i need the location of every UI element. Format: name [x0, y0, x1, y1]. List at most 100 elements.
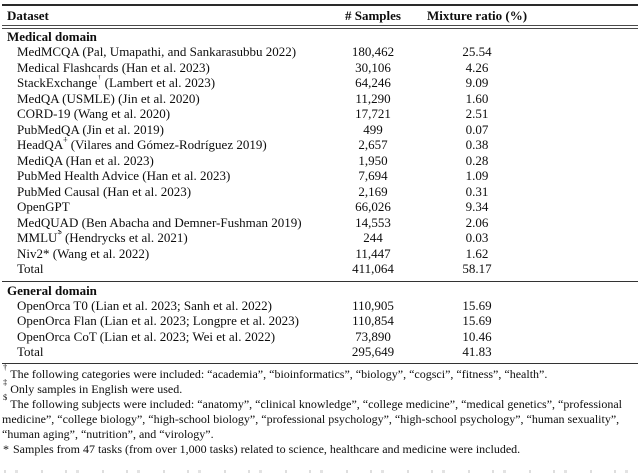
dataset-name: MedQA (USMLE) (Jin et al. 2020): [17, 90, 200, 106]
table-row: HeadQA‡ (Vilares and Gómez-Rodríguez 201…: [0, 137, 640, 154]
sample-count: 411,064: [352, 261, 394, 277]
sample-count: 73,890: [355, 328, 391, 344]
sample-count: 180,462: [351, 44, 395, 60]
dataset-name: StackExchange† (Lambert et al. 2023): [0, 75, 328, 91]
dataset-name: Total: [17, 344, 44, 360]
dataset-name: MedQUAD (Ben Abacha and Demner-Fushman 2…: [17, 214, 302, 230]
table-row: MedQUAD (Ben Abacha and Demner-Fushman 2…: [0, 215, 640, 231]
footnote-text: Only samples in English were used.: [10, 382, 183, 397]
table-row: MediQA (Han et al. 2023) 1,950 0.28: [0, 153, 640, 169]
table-row: Niv2* (Wang et al. 2022) 11,447 1.62: [0, 246, 640, 262]
table-header-row: Dataset # Samples Mixture ratio (%): [0, 6, 640, 25]
footnote-dollar: $The following subjects were included: “…: [2, 392, 638, 442]
section-divider-rule: [2, 281, 638, 283]
footnote-asterisk: * Samples from 47 tasks (from over 1,000 …: [2, 442, 638, 457]
sample-count: 66,026: [355, 199, 391, 215]
footnote-marker: $: [57, 230, 62, 236]
dataset-name: Total: [17, 261, 44, 277]
table-row: CORD-19 (Wang et al. 2020) 17,721 2.51: [0, 106, 640, 123]
dataset-name: MMLU$ (Hendrycks et al. 2021): [0, 230, 328, 246]
mixture-ratio: 58.17: [462, 261, 492, 277]
section-header-medical: Medical domain: [0, 29, 640, 45]
sample-count: 110,854: [352, 313, 394, 329]
dataset-name: HeadQA‡ (Vilares and Gómez-Rodríguez 201…: [0, 137, 328, 153]
dagger-marker: †: [3, 361, 8, 372]
clipped-caption-line: [4, 470, 630, 473]
column-header-dataset: Dataset: [7, 7, 49, 23]
dollar-marker: $: [3, 391, 8, 402]
sample-count: 11,447: [355, 245, 391, 261]
mixture-ratio: 0.38: [465, 137, 489, 153]
dataset-name: PubMedQA (Jin et al. 2019): [17, 121, 164, 137]
sample-count: 17,721: [355, 106, 391, 122]
footnote-marker: ‡: [63, 137, 68, 143]
mixture-ratio: 4.26: [465, 59, 489, 75]
sample-count: 14,553: [355, 214, 391, 230]
mixture-ratio: 10.46: [462, 328, 492, 344]
table-row: MedMCQA (Pal, Umapathi, and Sankarasubbu…: [0, 44, 640, 61]
table-row: Medical Flashcards (Han et al. 2023) 30,…: [0, 60, 640, 76]
sample-count: 2,657: [358, 137, 388, 153]
mixture-ratio: 15.69: [462, 313, 492, 329]
sample-count: 295,649: [351, 344, 395, 360]
sample-count: 499: [363, 121, 383, 137]
mixture-ratio: 2.51: [465, 106, 489, 122]
mixture-ratio: 41.83: [462, 344, 492, 360]
footnote-double-dagger: ‡Only samples in English were used.: [2, 377, 638, 397]
dataset-name: OpenOrca CoT (Lian et al. 2023; Wei et a…: [17, 328, 276, 344]
sample-count: 2,169: [358, 183, 388, 199]
dataset-name: OpenGPT: [17, 199, 70, 215]
footnote-text: The following subjects were included: “a…: [2, 397, 622, 442]
column-header-mixture-ratio: Mixture ratio (%): [426, 7, 528, 23]
dataset-name: OpenOrca T0 (Lian et al. 2023; Sanh et a…: [17, 297, 272, 313]
dataset-name: PubMed Health Advice (Han et al. 2023): [17, 168, 231, 184]
footnote-dagger: †The following categories were included:…: [2, 362, 638, 382]
table-row-total-general: Total 295,649 41.83: [0, 344, 640, 361]
table-row: StackExchange† (Lambert et al. 2023) 64,…: [0, 75, 640, 92]
table-row: PubMedQA (Jin et al. 2019) 499 0.07: [0, 122, 640, 138]
mixture-ratio: 0.03: [465, 230, 489, 246]
mixture-ratio: 1.09: [465, 168, 489, 184]
sample-count: 244: [363, 230, 383, 246]
mixture-ratio: 0.31: [465, 183, 489, 199]
dataset-name: CORD-19 (Wang et al. 2020): [17, 106, 171, 122]
table-bottom-rule: [2, 363, 638, 365]
mixture-ratio: 1.60: [465, 90, 489, 106]
mixture-ratio: 25.54: [462, 44, 492, 60]
dataset-name: PubMed Causal (Han et al. 2023): [17, 183, 192, 199]
section-header-general: General domain: [0, 283, 640, 298]
footnote-marker: †: [97, 75, 102, 81]
table-row: MMLU$ (Hendrycks et al. 2021) 244 0.03: [0, 230, 640, 247]
table-row: OpenOrca Flan (Lian et al. 2023; Longpre…: [0, 313, 640, 330]
section-title: Medical domain: [7, 29, 97, 45]
mixture-ratio: 0.28: [465, 152, 489, 168]
table-row: OpenOrca T0 (Lian et al. 2023; Sanh et a…: [0, 298, 640, 314]
sample-count: 110,905: [352, 297, 394, 313]
dataset-name: Medical Flashcards (Han et al. 2023): [17, 59, 210, 75]
sample-count: 30,106: [355, 59, 391, 75]
mixture-ratio: 2.06: [465, 214, 489, 230]
footnotes-block: †The following categories were included:…: [2, 362, 638, 457]
mixture-ratio: 1.62: [465, 245, 489, 261]
asterisk-marker: *: [3, 442, 9, 457]
sample-count: 7,694: [358, 168, 388, 184]
mixture-ratio: 9.09: [465, 75, 489, 91]
footnote-text: Samples from 47 tasks (from over 1,000 t…: [13, 442, 521, 457]
table-row: PubMed Causal (Han et al. 2023) 2,169 0.…: [0, 184, 640, 200]
table-row-total-medical: Total 411,064 58.17: [0, 261, 640, 278]
sample-count: 11,290: [355, 90, 391, 106]
dataset-name: OpenOrca Flan (Lian et al. 2023; Longpre…: [17, 313, 299, 329]
table-row: MedQA (USMLE) (Jin et al. 2020) 11,290 1…: [0, 91, 640, 107]
header-bottom-rule: [2, 25, 638, 29]
dataset-name: MediQA (Han et al. 2023): [17, 152, 154, 168]
double-dagger-marker: ‡: [3, 376, 8, 387]
sample-count: 64,246: [355, 75, 391, 91]
table-row: PubMed Health Advice (Han et al. 2023) 7…: [0, 168, 640, 185]
table-row: OpenOrca CoT (Lian et al. 2023; Wei et a…: [0, 329, 640, 345]
mixture-ratio: 9.34: [465, 199, 489, 215]
mixture-ratio: 15.69: [462, 297, 492, 313]
footnote-text: The following categories were included: …: [10, 367, 548, 382]
dataset-name: MedMCQA (Pal, Umapathi, and Sankarasubbu…: [17, 44, 297, 60]
dataset-name: Niv2* (Wang et al. 2022): [17, 245, 150, 261]
mixture-ratio: 0.07: [465, 121, 489, 137]
